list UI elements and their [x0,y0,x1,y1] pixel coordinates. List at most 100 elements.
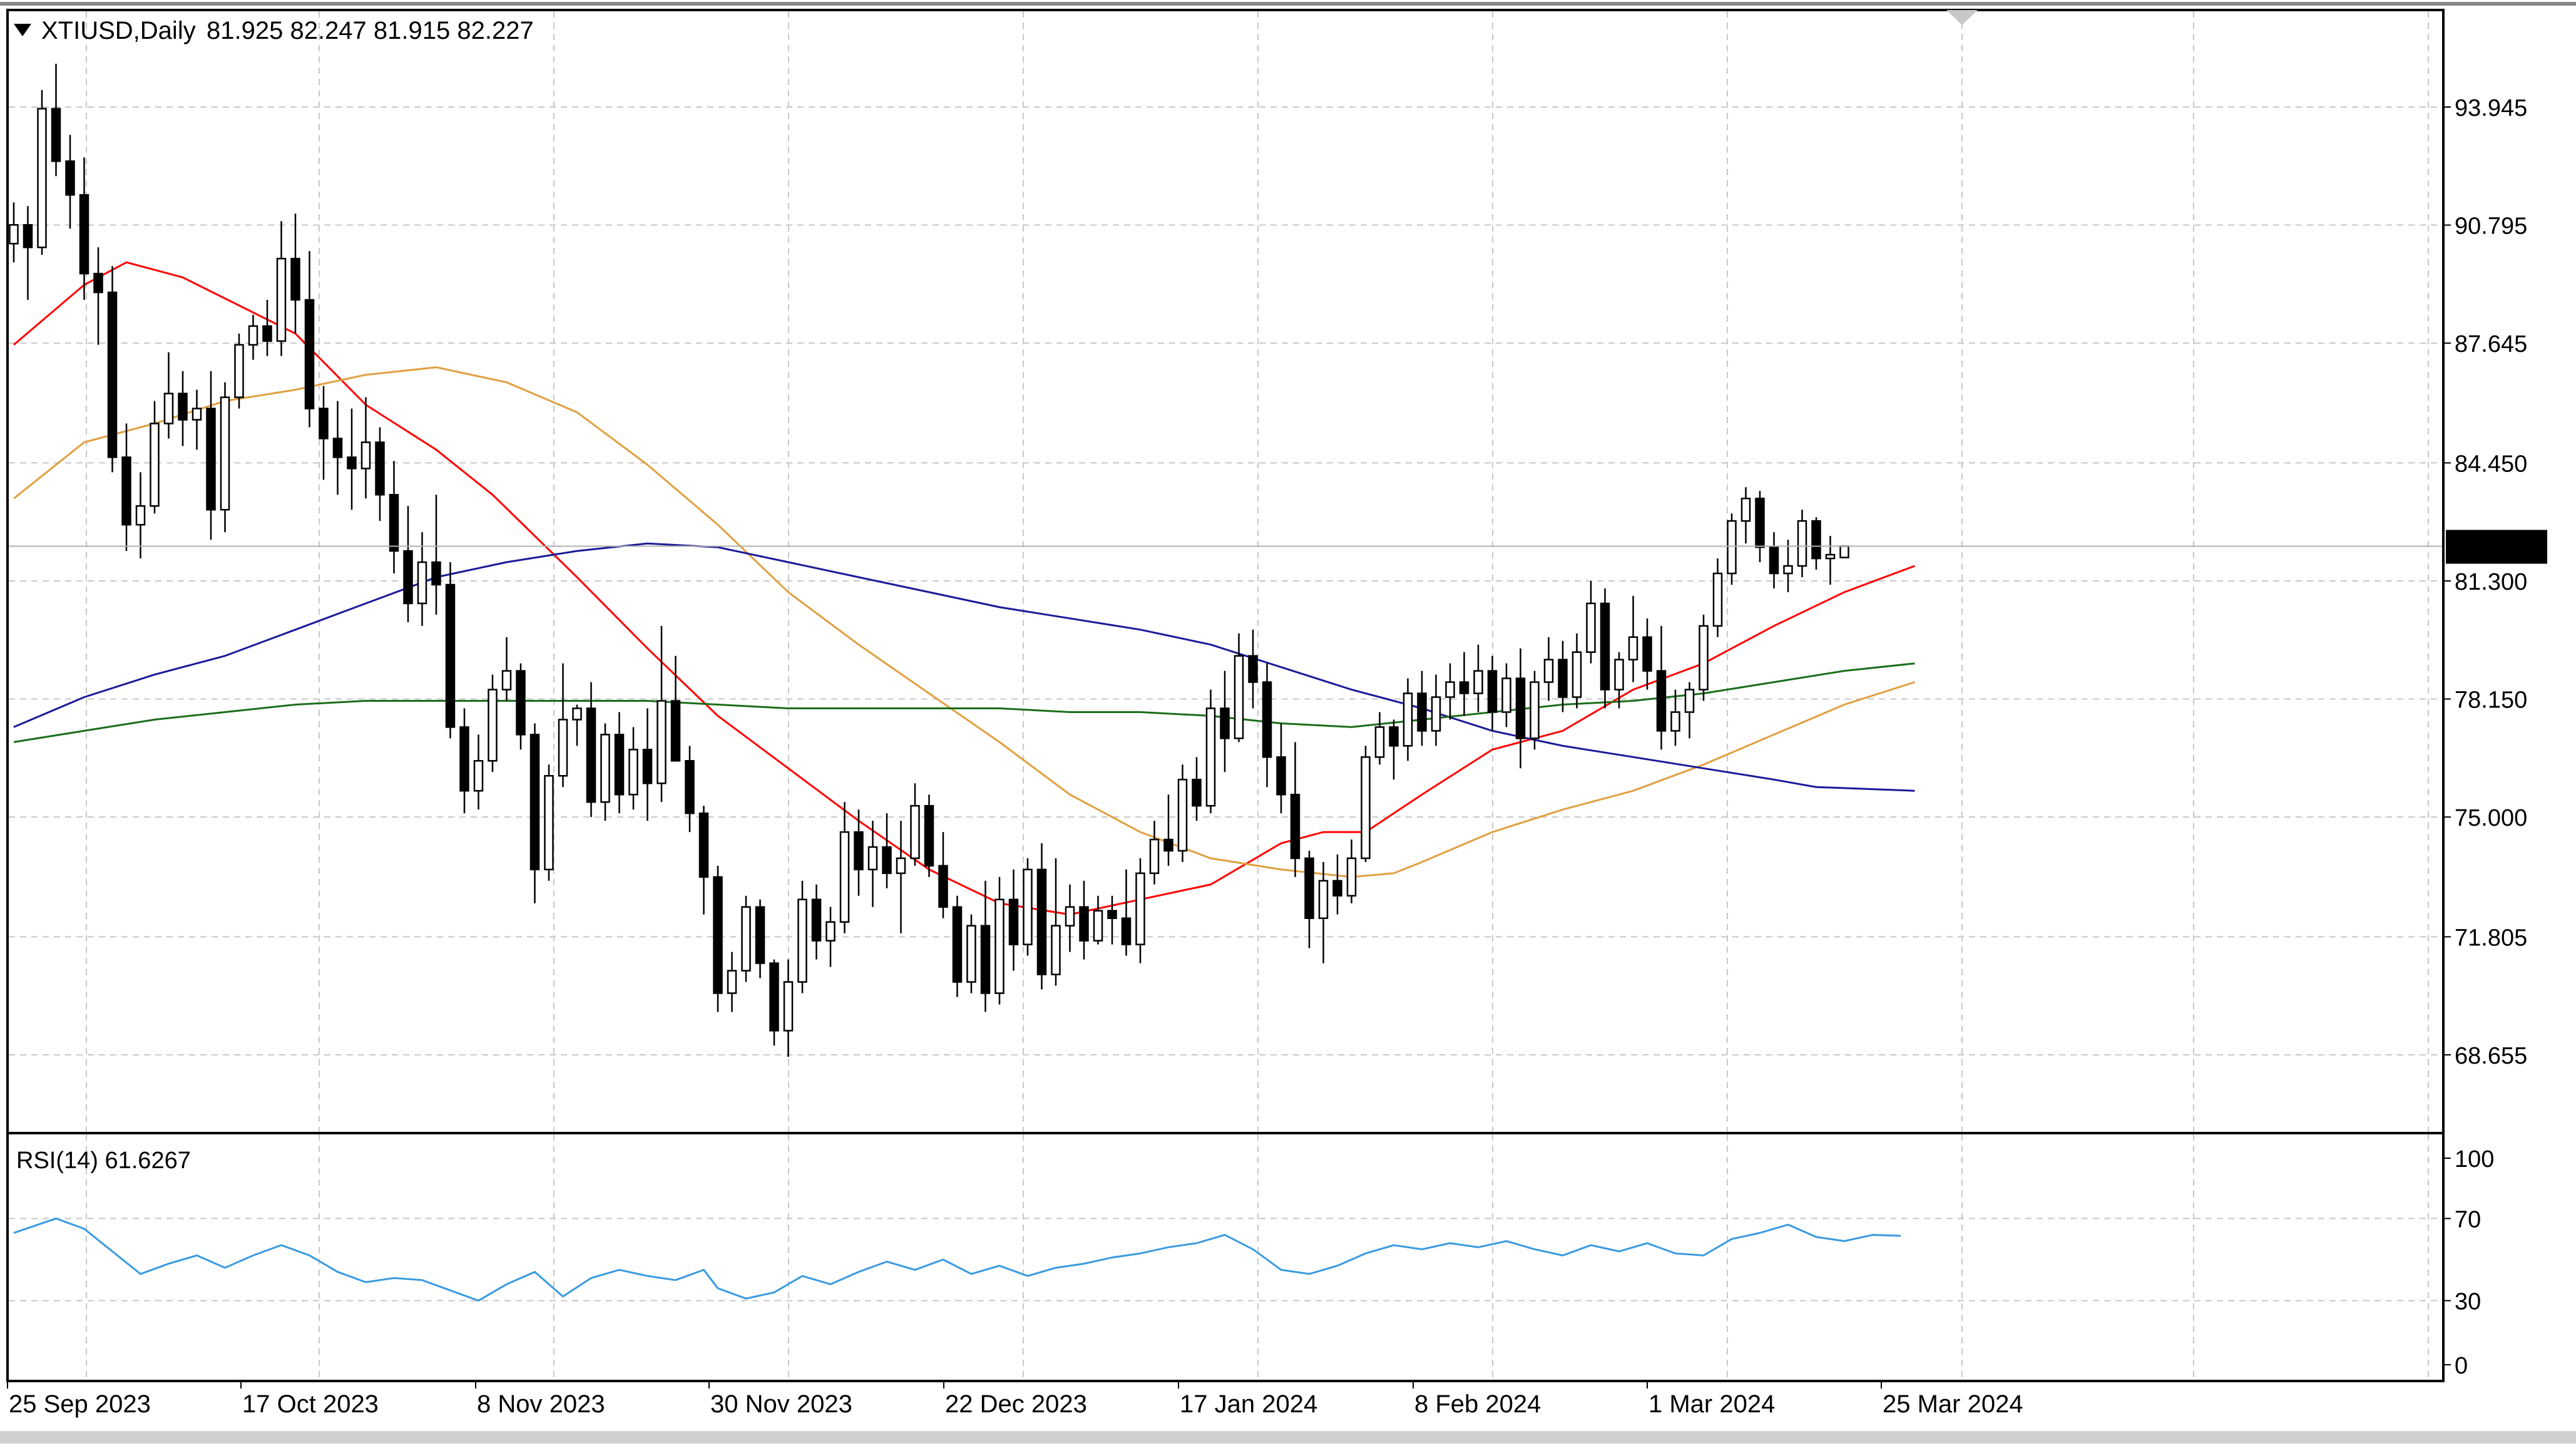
price-tick-label: 90.795 [2455,213,2527,240]
grid-layer [9,11,2442,1380]
candle-body [1374,726,1385,758]
candle-body [628,749,638,796]
candle-body [867,846,878,871]
candle-body [797,898,807,983]
candle-body [1262,681,1272,758]
moving-average-orange [13,366,1915,878]
price-axis: 93.945 90.795 87.645 84.450 81.300 78.150 75.0… [2443,95,2527,1069]
candle-body [1205,707,1216,807]
candle-body [163,393,174,424]
candle [1614,652,1624,709]
candle-body [1346,857,1357,897]
candle [825,906,836,967]
candle-body [882,846,892,875]
candle [1192,757,1202,821]
candle [1530,670,1540,750]
candle-body [727,970,737,994]
candle [600,723,610,821]
candle [319,386,329,480]
candle-body [389,494,399,552]
candle [178,371,188,446]
candle [1642,618,1652,690]
price-tick-label: 81.300 [2455,569,2527,595]
candle [867,821,878,907]
candle-body [586,707,596,803]
candle [1445,663,1455,720]
candle-body [938,865,948,908]
candle-body [1445,681,1455,698]
candle [1234,633,1244,742]
candle [1600,588,1610,709]
candle [290,213,300,334]
candle [1177,764,1188,862]
time-tick-label: 22 Dec 2023 [945,1390,1087,1418]
candle [1543,637,1554,701]
candle [445,562,456,739]
candle-body [1642,636,1652,672]
candle-body [51,108,61,162]
candle-body [1417,692,1427,732]
candle [783,959,794,1057]
candle [727,952,737,1012]
rsi-tick-label: 30 [2455,1289,2481,1315]
candle [79,157,89,300]
time-tick-label: 17 Oct 2023 [242,1390,379,1418]
rsi-line [13,1217,1901,1302]
price-tick-label: 87.645 [2455,331,2527,357]
candle-body [1699,625,1709,691]
candle [839,802,850,933]
candle [332,401,343,495]
candle [966,914,976,994]
triangle-down-icon[interactable] [14,24,31,36]
candle-body [755,906,765,964]
candle [1135,858,1145,963]
shift-marker-icon[interactable] [1946,10,1978,25]
candle-body [769,962,779,1032]
candle [37,90,47,255]
candle-body [234,344,244,398]
candle [1220,670,1230,773]
candle [670,655,681,762]
candle-body [896,857,906,875]
candle [1473,644,1483,712]
candle-body [685,760,695,814]
candle [234,333,244,409]
candle-body [713,876,723,994]
candle-body [1487,670,1498,713]
candle-body [1614,659,1624,691]
price-tick-label: 84.450 [2455,451,2527,477]
candle [1093,895,1103,945]
candle-body [1839,545,1849,558]
candle [1487,655,1498,731]
candle [135,472,146,559]
candle [1403,678,1413,761]
candle-body [107,291,118,458]
candle [65,135,75,229]
candle [657,625,667,803]
candle [262,299,272,356]
candle [1712,558,1723,637]
candle [1361,746,1371,862]
candle [389,461,399,573]
candle [1755,491,1765,563]
candle-body [1473,670,1483,694]
time-tick-label: 8 Feb 2024 [1414,1390,1541,1418]
candle [220,382,230,533]
candle-body [135,505,146,526]
candle [1304,851,1314,948]
candle-body [1431,696,1441,732]
time-tick-label: 25 Sep 2023 [9,1390,151,1418]
candle-body [417,561,427,605]
candle-body [206,408,216,511]
candle-body [1740,498,1751,522]
rsi-tick-label: 100 [2455,1146,2494,1173]
candle-body [1290,793,1301,860]
candle-body [178,393,188,421]
candle [1699,614,1709,701]
candle-body [304,299,315,409]
time-tick-label: 8 Nov 2023 [477,1390,605,1418]
ohlc-readout: 81.925 82.247 81.915 82.227 [207,17,534,44]
rsi-tick-label: 70 [2455,1206,2481,1233]
candle [1163,794,1173,866]
